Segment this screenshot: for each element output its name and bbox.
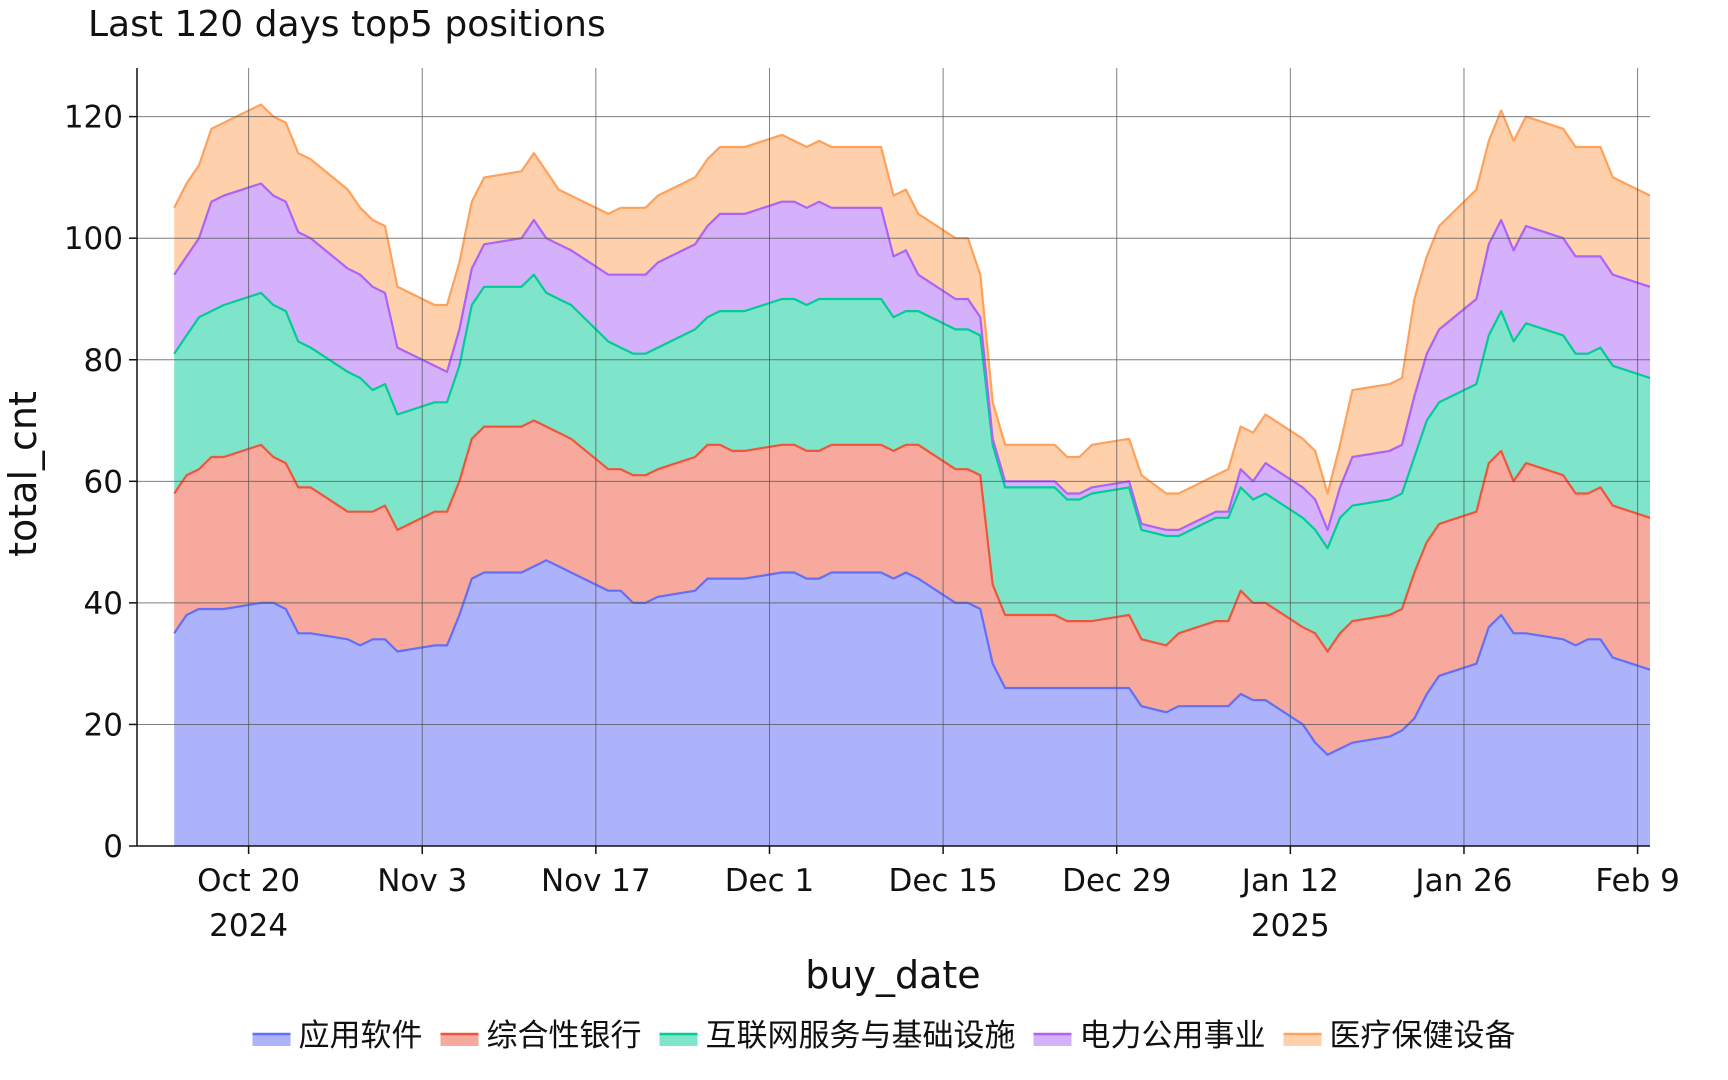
legend: 应用软件 综合性银行 互联网服务与基础设施 电力公用事业 医疗保健设备 — [252, 1018, 1516, 1054]
area-series-4 — [174, 183, 1651, 549]
x-tick-label: Feb 9 — [1595, 863, 1679, 899]
area-series-5 — [174, 104, 1651, 530]
axes: 0 20 40 60 80 100 120 Oct 20 2024 Nov 3 Nov 17 Dec … — [64, 68, 1680, 944]
y-tick-label: 0 — [103, 829, 123, 865]
legend-swatch-3 — [659, 1034, 698, 1046]
line-series-4 — [173, 182, 1651, 532]
y-tick-label: 100 — [64, 221, 123, 257]
x-tick-label: Jan 12 — [1240, 863, 1339, 899]
x-tick-year-label: 2025 — [1251, 908, 1330, 944]
x-tick-year-label: 2024 — [209, 908, 288, 944]
line-series-5 — [173, 103, 1651, 495]
line-series-3 — [173, 273, 1651, 550]
y-tick-label: 20 — [84, 707, 123, 743]
x-tick-label: Dec 29 — [1062, 863, 1171, 899]
legend-label-3: 互联网服务与基础设施 — [706, 1018, 1016, 1054]
y-tick-label: 120 — [64, 100, 123, 136]
line-series-1 — [173, 559, 1651, 756]
line-series-2 — [173, 419, 1651, 653]
legend-label-4: 电力公用事业 — [1080, 1018, 1266, 1054]
x-tick-label: Jan 26 — [1413, 863, 1512, 899]
x-tick-label: Dec 1 — [725, 863, 815, 899]
legend-label-5: 医疗保健设备 — [1330, 1018, 1516, 1054]
grid-lines — [137, 68, 1650, 847]
area-series-3 — [174, 274, 1651, 652]
chart-title: Last 120 days top5 positions — [88, 4, 606, 45]
y-tick-label: 60 — [84, 464, 123, 500]
x-axis-label: buy_date — [805, 953, 980, 997]
legend-swatch-1 — [252, 1034, 291, 1046]
legend-label-2: 综合性银行 — [487, 1018, 642, 1054]
y-tick-label: 80 — [84, 343, 123, 379]
x-tick-label: Nov 3 — [377, 863, 467, 899]
area-series-2 — [174, 420, 1651, 755]
x-tick-label: Oct 20 — [197, 863, 300, 899]
x-tick-label: Dec 15 — [888, 863, 997, 899]
legend-swatch-2 — [440, 1034, 479, 1046]
legend-swatch-5 — [1283, 1034, 1322, 1046]
legend-label-1: 应用软件 — [299, 1018, 423, 1054]
x-tick-label: Nov 17 — [541, 863, 651, 899]
y-tick-label: 40 — [84, 586, 123, 622]
y-axis-label: total_cnt — [1, 391, 45, 557]
area-series-1 — [174, 560, 1651, 846]
area-layers — [173, 103, 1651, 846]
legend-swatch-4 — [1033, 1034, 1072, 1046]
